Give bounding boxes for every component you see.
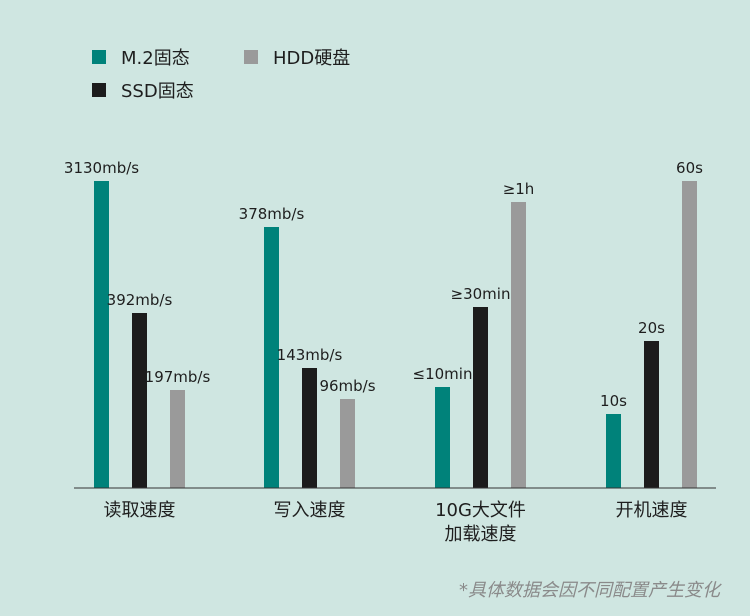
footnote: *具体数据会因不同配置产生变化 <box>459 580 720 601</box>
data-label: ≥1h <box>503 180 535 198</box>
data-label: 60s <box>676 159 703 177</box>
data-label: 96mb/s <box>319 377 375 395</box>
legend-label: M.2固态 <box>121 48 190 69</box>
data-label: 3130mb/s <box>64 159 139 177</box>
legend-label: HDD硬盘 <box>273 48 351 69</box>
bar <box>511 202 526 488</box>
legend-label: SSD固态 <box>121 81 194 102</box>
legend-item: SSD固态 <box>92 77 194 103</box>
legend-item: M.2固态 <box>92 44 190 70</box>
bar <box>302 368 317 488</box>
data-label: ≤10min <box>413 365 473 383</box>
legend-swatch <box>92 50 106 64</box>
bar <box>473 307 488 488</box>
legend-swatch <box>244 50 258 64</box>
data-label: 20s <box>638 319 665 337</box>
bar <box>435 387 450 488</box>
data-label: 378mb/s <box>239 205 305 223</box>
legend: M.2固态 SSD固态 HDD硬盘 <box>0 0 750 110</box>
bar <box>606 414 621 488</box>
labels-group: 3130mb/s 392mb/s 197mb/s 读取速度 378mb/s 143mb/s… <box>64 159 703 545</box>
bar <box>644 341 659 488</box>
bar <box>340 399 355 488</box>
legend-swatch <box>92 83 106 97</box>
x-tick-label: 读取速度 <box>104 500 176 521</box>
bar <box>170 390 185 488</box>
x-tick-label: 开机速度 <box>616 500 688 521</box>
x-tick-label: 写入速度 <box>274 500 346 521</box>
bar <box>94 181 109 488</box>
bar <box>682 181 697 488</box>
bar <box>264 227 279 488</box>
x-tick-label: 10G大文件 <box>435 500 526 521</box>
data-label: 143mb/s <box>277 346 343 364</box>
bars-group <box>94 181 697 488</box>
data-label: ≥30min <box>451 285 511 303</box>
bar <box>132 313 147 488</box>
data-label: 197mb/s <box>145 368 211 386</box>
x-tick-label: 加载速度 <box>445 524 517 545</box>
data-label: 10s <box>600 392 627 410</box>
data-label: 392mb/s <box>107 291 173 309</box>
legend-item: HDD硬盘 <box>244 44 350 70</box>
